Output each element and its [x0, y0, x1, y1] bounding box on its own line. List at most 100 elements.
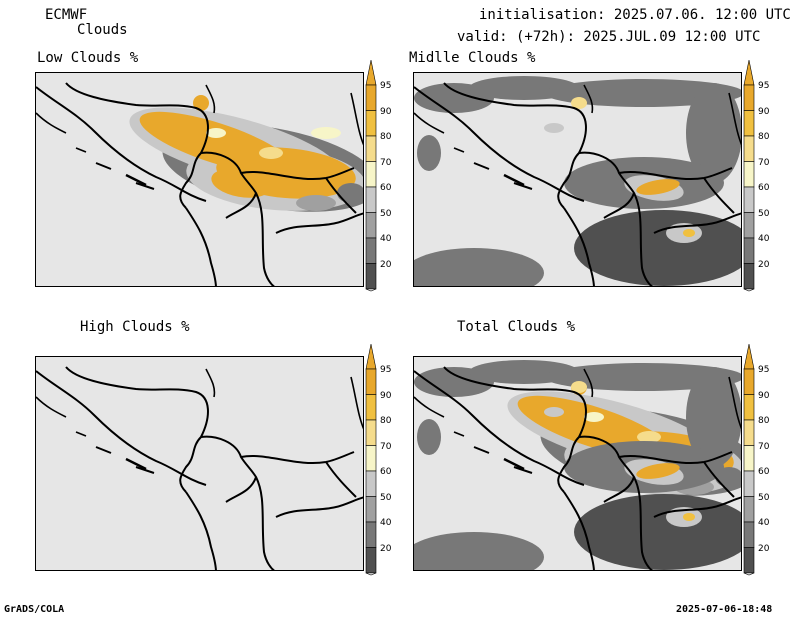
colorbar-label: 40 [380, 518, 392, 528]
colorbar-label: 20 [758, 543, 770, 554]
country-border [443, 82, 587, 209]
cloud-patch [259, 147, 283, 159]
colorbar-segment [743, 110, 755, 137]
colorbar-label: 60 [758, 467, 770, 477]
colorbar-label: 80 [758, 132, 770, 142]
colorbar-segment [743, 394, 755, 421]
colorbar-label: 50 [758, 492, 770, 503]
cloud-patch [571, 381, 587, 393]
colorbar-segment [743, 186, 755, 213]
country-border [185, 491, 217, 570]
island [75, 431, 87, 437]
country-border [185, 207, 217, 286]
country-border [583, 368, 594, 398]
island [125, 457, 147, 471]
colorbar-label: 70 [758, 441, 770, 452]
cloud-patch [571, 97, 587, 109]
colorbar-label: 70 [380, 157, 392, 168]
cloud-patch [311, 127, 341, 139]
island [95, 162, 112, 170]
colorbar-label: 20 [380, 259, 392, 270]
colorbar-segment [365, 237, 377, 264]
island [503, 457, 525, 471]
colorbar-label: 50 [380, 208, 392, 219]
colorbar-segment [365, 135, 377, 162]
island [453, 147, 465, 153]
colorbar-middle: 95 90 80 70 60 50 40 20 [741, 58, 775, 293]
model-label: ECMWF [45, 7, 88, 23]
island [473, 446, 490, 454]
country-border [703, 461, 735, 498]
init-label: initialisation: 2025.07.06. 12:00 UTC [479, 7, 791, 23]
colorbar-label: 80 [380, 416, 392, 426]
coastline [36, 112, 67, 134]
island [135, 182, 155, 190]
colorbar-label: 40 [758, 518, 770, 528]
colorbar-label: 90 [380, 106, 392, 117]
panel-title-low: Low Clouds % [37, 50, 139, 66]
country-border [583, 84, 594, 114]
panel-title-total: Total Clouds % [457, 319, 576, 335]
cloud-patch [193, 95, 209, 111]
country-border [350, 92, 363, 146]
colorbar-segment [365, 186, 377, 213]
colorbar-label: 60 [758, 183, 770, 193]
country-border [255, 476, 275, 570]
colorbar-segment [743, 470, 755, 497]
colorbar-label: 90 [758, 390, 770, 401]
country-border [65, 82, 209, 209]
map-total-clouds [413, 356, 742, 571]
country-border [65, 366, 209, 493]
map-middle-clouds [413, 72, 742, 287]
colorbar-segment [365, 419, 377, 446]
map-high-clouds [35, 356, 364, 571]
colorbar-segment [743, 496, 755, 523]
cloud-patch [686, 367, 741, 467]
colorbar-label: 80 [380, 132, 392, 142]
coastline [414, 396, 445, 418]
colorbar-high: 95 90 80 70 60 50 40 20 [363, 342, 397, 577]
colorbar-label: 20 [380, 543, 392, 554]
country-border [275, 496, 363, 518]
cloud-patch [296, 195, 336, 211]
coastline [36, 86, 207, 202]
country-border [728, 376, 741, 430]
country-border [563, 207, 595, 286]
colorbar-segment [743, 547, 755, 574]
country-border [205, 368, 216, 398]
cloud-patch [414, 532, 544, 570]
island [513, 182, 533, 190]
colorbar-segment [743, 212, 755, 239]
colorbar-segment [743, 135, 755, 162]
country-border [633, 476, 653, 570]
colorbar-segment [365, 521, 377, 548]
colorbar-total: 95 90 80 70 60 50 40 20 [741, 342, 775, 577]
colorbar-low: 95 90 80 70 60 50 40 20 [363, 58, 397, 293]
colorbar-label: 70 [758, 157, 770, 168]
colorbar-segment [743, 161, 755, 188]
cloud-patch [206, 128, 226, 138]
coastline [36, 396, 67, 418]
country-border [350, 376, 363, 430]
colorbar-segment [365, 445, 377, 472]
island [125, 173, 147, 187]
cloud-patch [544, 363, 741, 391]
colorbar-label: 95 [380, 81, 392, 91]
colorbar-label: 50 [758, 208, 770, 219]
colorbar-segment [365, 110, 377, 137]
colorbar-segment [743, 521, 755, 548]
colorbar-label: 40 [380, 234, 392, 244]
valid-label: valid: (+72h): 2025.JUL.09 12:00 UTC [457, 29, 761, 45]
country-border [255, 192, 275, 286]
product-label: Clouds [77, 22, 128, 38]
country-border [275, 212, 363, 234]
cloud-patch [544, 407, 564, 417]
cloud-patch [211, 168, 271, 198]
coastline [414, 370, 585, 486]
island [503, 173, 525, 187]
cloud-patch [414, 248, 544, 286]
colorbar-label: 60 [380, 183, 392, 193]
colorbar-label: 95 [758, 81, 770, 91]
colorbar-segment [743, 445, 755, 472]
colorbar-label: 90 [380, 390, 392, 401]
